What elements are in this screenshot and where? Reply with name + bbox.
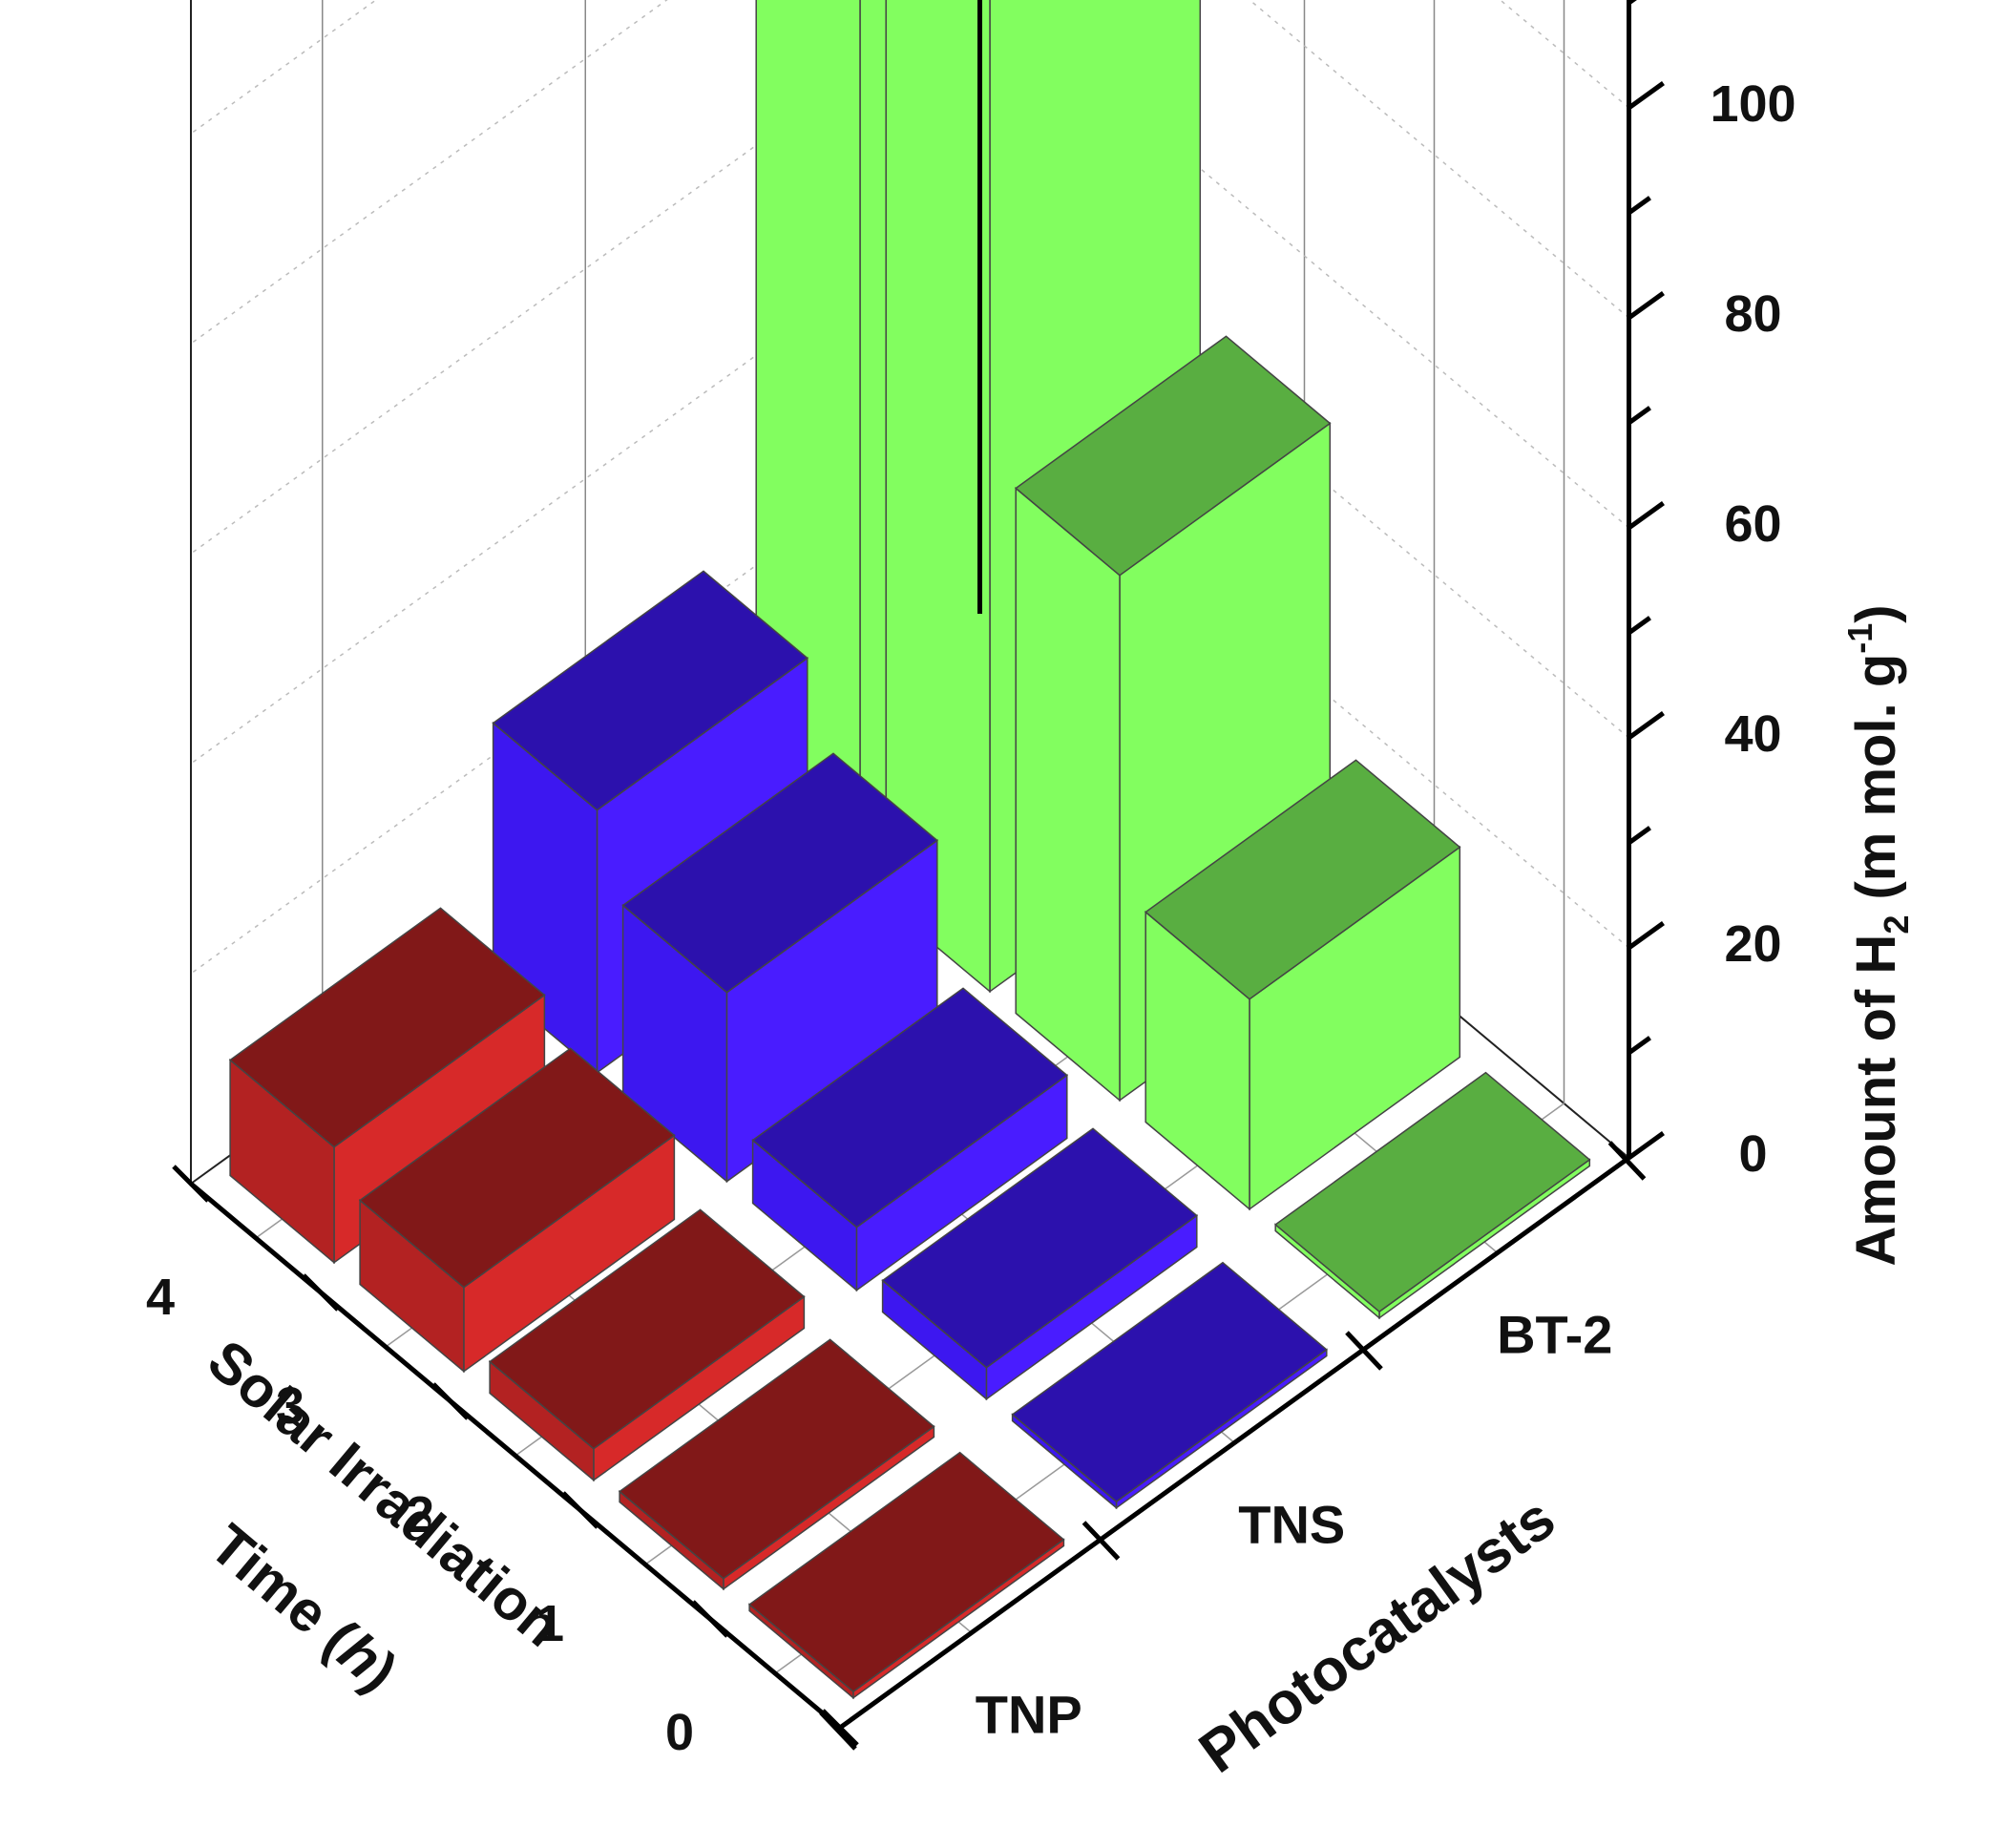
photocatalyst-tick-label: TNP: [976, 1685, 1082, 1745]
amount-title-sup: -1: [1840, 623, 1880, 654]
bar-top-face: [1273, 1071, 1591, 1313]
tick-labels: 0 20 40 60 80 100 0 1 2 3 4 TNP TNS BT-2: [146, 75, 1796, 1761]
time-tick-label: 2: [406, 1486, 434, 1544]
time-tick-label: 4: [146, 1269, 175, 1326]
amount-axis-title: Amount of H2 (m mol. g-1): [1840, 604, 1916, 1266]
amount-tick: [1628, 1036, 1651, 1056]
amount-tick: [1628, 616, 1651, 636]
bar-TNS-t3: [621, 752, 939, 1184]
time-tick: [302, 1273, 340, 1312]
time-axis-title-part: Time (: [199, 1512, 368, 1669]
bar-top-face: [1011, 1261, 1329, 1503]
bar-top-face: [228, 907, 546, 1148]
time-tick: [431, 1382, 470, 1420]
amount-tick-label: 60: [1724, 495, 1781, 553]
time-tick-label: 1: [536, 1595, 564, 1652]
bar-TNP-t1: [618, 1338, 935, 1591]
amount-title-sub: 2: [1877, 915, 1916, 934]
amount-tick: [1628, 826, 1651, 846]
bar-TNS-t2: [751, 987, 1069, 1292]
time-tick-label: 3: [276, 1377, 304, 1435]
bar-TNS-t0: [1011, 1261, 1329, 1510]
bar-side-face: [1015, 486, 1121, 1102]
bar-BT-2-t0: [1273, 1071, 1591, 1320]
amount-tick: [1628, 0, 1637, 6]
bar-top-face: [751, 987, 1069, 1228]
photocatalyst-axis-line: [838, 1155, 1630, 1731]
photocatalyst-tick: [819, 1711, 857, 1751]
time-tick: [821, 1709, 859, 1747]
amount-tick: [1628, 921, 1665, 951]
time-tick-label: 0: [665, 1704, 694, 1761]
photocatalyst-tick: [1345, 1331, 1383, 1371]
bar-top-face: [1144, 759, 1461, 1000]
amount-tick: [1628, 501, 1665, 531]
photocatalyst-tick-label: TNS: [1238, 1495, 1345, 1555]
axes: [172, 0, 1665, 1751]
bars: [228, 0, 1591, 1700]
time-axis-title-line2: Time (h): [199, 1512, 410, 1704]
amount-tick-label: 40: [1724, 705, 1781, 763]
bar-TNP-t3: [358, 1047, 676, 1374]
amount-tick: [1628, 711, 1665, 741]
photocatalyst-tick-label: BT-2: [1497, 1305, 1612, 1365]
bar-top-face: [492, 570, 809, 811]
bar-top-face: [488, 1208, 806, 1450]
amount-title-part: (m mol. g: [1845, 654, 1907, 915]
time-tick: [561, 1491, 599, 1529]
bar-top-face: [881, 1127, 1199, 1369]
photocatalyst-tick: [1082, 1521, 1121, 1561]
amount-tick: [1628, 196, 1651, 216]
bar-top-face: [358, 1047, 676, 1289]
amount-tick-label: 100: [1710, 75, 1796, 133]
amount-tick-label: 0: [1738, 1125, 1767, 1183]
bar-top-face: [747, 1451, 1065, 1693]
amount-tick-label: 20: [1724, 915, 1781, 973]
time-tick: [172, 1165, 210, 1203]
bar-TNP-t2: [488, 1208, 806, 1482]
amount-title-part: Amount of H: [1845, 934, 1907, 1267]
bar-TNP-t0: [747, 1451, 1065, 1700]
time-axis-line: [189, 1182, 842, 1730]
amount-title-part: ): [1845, 604, 1907, 622]
bar-BT-2-t1: [1144, 759, 1461, 1211]
bar-top-face: [1014, 335, 1332, 577]
amount-tick: [1628, 406, 1651, 426]
amount-tick: [1628, 291, 1665, 321]
amount-tick: [1628, 81, 1665, 111]
time-tick: [691, 1600, 729, 1638]
bar-TNS-t1: [881, 1127, 1199, 1401]
bar-top-face: [621, 752, 939, 994]
photocatalyst-tick: [1607, 1141, 1647, 1181]
amount-tick: [1628, 1131, 1665, 1161]
bar-top-face: [618, 1338, 935, 1580]
amount-tick-label: 80: [1724, 285, 1781, 343]
